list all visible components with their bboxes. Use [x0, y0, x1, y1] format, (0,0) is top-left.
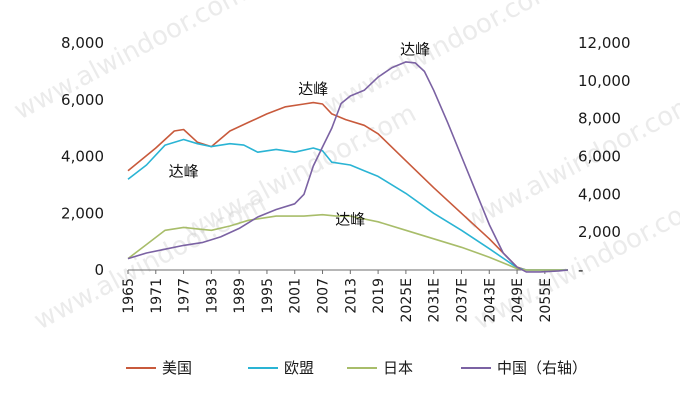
x-tick-label: 1989 — [232, 278, 248, 314]
x-tick-label: 1965 — [121, 278, 137, 314]
legend: 美国 欧盟 日本 中国（右轴） — [126, 359, 587, 377]
series-line — [127, 138, 568, 271]
x-tick-label: 2043E — [482, 278, 498, 322]
x-tick-label: 2031E — [427, 278, 443, 322]
watermark-text: www.alwindoor.com — [9, 0, 251, 126]
legend-label: 欧盟 — [284, 359, 314, 377]
y-right-tick-label: 6,000 — [578, 148, 621, 166]
series-line — [127, 61, 569, 273]
axes: 0 2,000 4,000 6,000 8,000 - 2,000 4,000 6,000 8,0… — [61, 34, 630, 322]
y-left-tick-label: 6,000 — [61, 91, 104, 109]
x-tick-label: 2013 — [343, 278, 359, 314]
watermark-text: www.alwindoor.com — [459, 88, 680, 236]
peak-annotation: 达峰 — [298, 80, 328, 98]
x-tick-label: 2025E — [399, 278, 415, 322]
peak-annotation: 达峰 — [169, 162, 199, 180]
watermark-text: www.alwindoor.com — [319, 0, 561, 121]
y-left-tick-label: 0 — [94, 261, 104, 279]
series-line — [127, 101, 568, 271]
x-tick-label: 2007 — [316, 278, 332, 314]
y-right-tick-label: - — [578, 261, 583, 279]
legend-label: 日本 — [383, 359, 413, 377]
y-right-tick-label: 10,000 — [578, 72, 631, 90]
x-tick-label: 1977 — [177, 278, 193, 314]
y-right-tick-label: 4,000 — [578, 185, 621, 203]
x-tick-label: 1971 — [149, 278, 165, 314]
series-line — [127, 213, 568, 271]
x-tick-label: 1995 — [260, 278, 276, 314]
legend-label: 美国 — [162, 359, 192, 377]
y-right-tick-label: 2,000 — [578, 223, 621, 241]
y-left-tick-label: 4,000 — [61, 148, 104, 166]
legend-label: 中国（右轴） — [497, 359, 587, 377]
x-tick-label: 2037E — [454, 278, 470, 322]
y-right-tick-label: 8,000 — [578, 110, 621, 128]
y-right-tick-label: 12,000 — [578, 34, 631, 52]
x-tick-label: 2001 — [288, 278, 304, 314]
y-left-tick-label: 2,000 — [61, 204, 104, 222]
peak-annotation: 达峰 — [335, 211, 365, 229]
x-tick-label: 2049E — [510, 278, 526, 322]
x-tick-label: 2019 — [371, 278, 387, 314]
x-tick-label: 1983 — [204, 278, 220, 314]
series-lines — [127, 61, 569, 273]
y-left-tick-label: 8,000 — [61, 34, 104, 52]
x-tick-label: 2055E — [538, 278, 554, 322]
peak-annotation: 达峰 — [400, 40, 430, 58]
